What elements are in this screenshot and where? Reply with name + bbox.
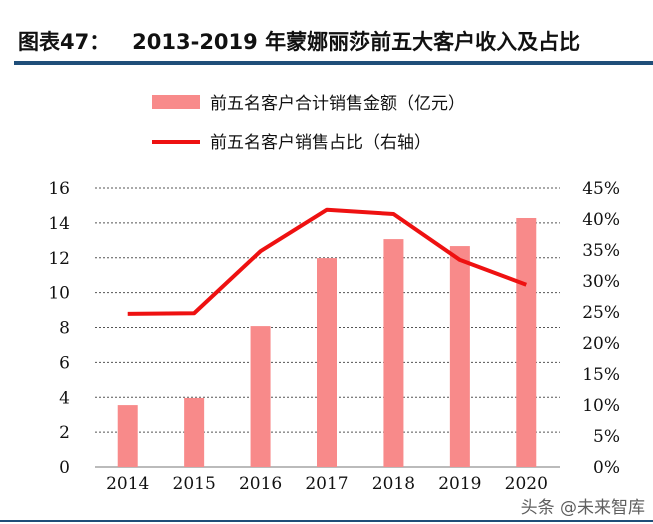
legend-bar-swatch [152, 95, 200, 109]
bar-2015 [184, 397, 205, 467]
right-tick-label: 30% [582, 272, 620, 292]
bar-2018 [383, 239, 404, 467]
right-tick-label: 15% [582, 365, 620, 385]
bar-2017 [317, 258, 337, 467]
legend-line-label: 前五名客户销售占比（右轴） [210, 133, 431, 153]
x-tick-label: 2016 [239, 474, 282, 494]
left-tick-label: 0 [59, 458, 70, 478]
bar-2014 [117, 405, 138, 467]
bar-2016 [250, 326, 271, 467]
x-tick-label: 2018 [372, 474, 415, 494]
bar-2019 [449, 246, 470, 467]
left-tick-label: 10 [48, 284, 70, 304]
right-tick-label: 10% [582, 396, 620, 416]
title-divider [14, 61, 653, 65]
x-tick-label: 2014 [106, 474, 149, 494]
right-tick-label: 25% [582, 303, 620, 323]
watermark: 头条 @未来智库 [520, 498, 645, 518]
left-tick-label: 4 [59, 388, 70, 408]
right-tick-label: 20% [582, 334, 620, 354]
x-tick-label: 2020 [505, 474, 548, 494]
right-tick-label: 5% [593, 427, 620, 447]
left-tick-label: 12 [48, 249, 70, 269]
left-tick-label: 14 [48, 214, 70, 234]
left-tick-label: 8 [59, 319, 70, 339]
chart-title: 图表47： 2013-2019 年蒙娜丽莎前五大客户收入及占比 [18, 30, 581, 54]
right-tick-label: 0% [593, 458, 620, 478]
x-tick-label: 2019 [438, 474, 481, 494]
right-tick-label: 45% [582, 179, 620, 199]
left-tick-label: 2 [59, 423, 70, 443]
bar-2020 [516, 217, 537, 467]
x-tick-label: 2015 [173, 474, 216, 494]
right-tick-label: 35% [582, 241, 620, 261]
left-tick-label: 16 [48, 179, 70, 199]
x-tick-label: 2017 [305, 474, 348, 494]
legend-bar-label: 前五名客户合计销售金额（亿元） [210, 94, 465, 114]
right-tick-label: 40% [582, 210, 620, 230]
left-tick-label: 6 [59, 353, 70, 373]
bottom-divider [0, 520, 653, 522]
